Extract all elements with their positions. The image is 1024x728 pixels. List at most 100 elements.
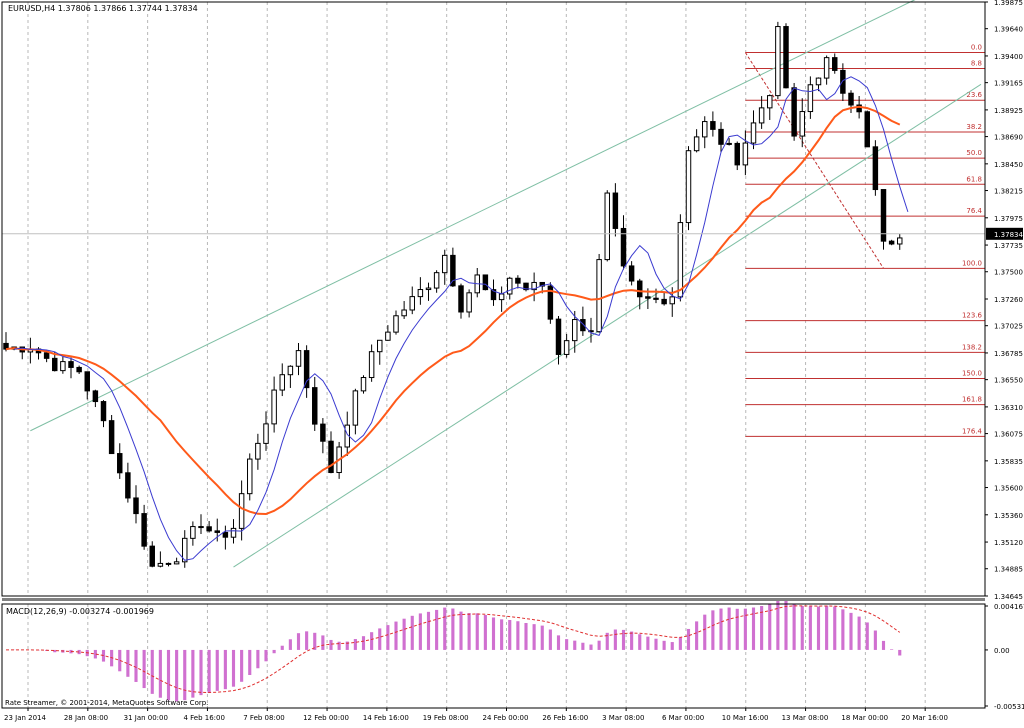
symbol-info: EURUSD,H4 1.37806 1.37866 1.37744 1.3783… xyxy=(8,4,198,13)
candle-body xyxy=(572,319,578,342)
candle-body xyxy=(60,361,66,372)
time-axis-label: 4 Feb 16:00 xyxy=(183,714,224,722)
time-axis-label: 19 Feb 08:00 xyxy=(423,714,469,722)
time-axis-label: 26 Feb 16:00 xyxy=(542,714,588,722)
moving-averages xyxy=(5,76,909,561)
candle-body xyxy=(92,390,99,403)
channel-lower-line xyxy=(233,83,982,568)
candle-body xyxy=(555,318,562,355)
candle-body xyxy=(458,285,464,313)
candle-body xyxy=(303,350,310,389)
candle-body xyxy=(783,26,789,89)
candle-body xyxy=(141,513,147,547)
price-axis-label: 1.39640 xyxy=(994,26,1023,34)
candle-body xyxy=(450,254,456,287)
candle-body xyxy=(718,128,724,145)
price-axis-label: 1.38450 xyxy=(994,161,1023,169)
macd-axis-label: 0.00 xyxy=(994,647,1010,655)
candle-body xyxy=(133,497,139,515)
candle-body xyxy=(3,342,9,350)
price-axis-label: 1.35600 xyxy=(994,485,1023,493)
candle-body xyxy=(279,374,285,391)
candle-body xyxy=(263,423,269,444)
candle-body xyxy=(897,237,903,245)
time-axis-label: 12 Feb 00:00 xyxy=(303,714,349,722)
candle-body xyxy=(368,351,375,379)
fibo-level-label: 161.8 xyxy=(962,396,982,404)
candle-body xyxy=(222,531,229,538)
price-axis-label: 1.35835 xyxy=(994,458,1023,466)
window-separator xyxy=(2,598,985,601)
fibo-level-label: 38.2 xyxy=(966,123,982,131)
fibo-level-label: 23.6 xyxy=(966,91,982,99)
candle-body xyxy=(856,104,862,113)
candle-body xyxy=(832,57,838,71)
price-channel[interactable] xyxy=(30,0,982,568)
candle-body xyxy=(677,222,684,298)
candle-body xyxy=(531,281,537,291)
candle-body xyxy=(515,277,521,284)
price-axis-label: 1.39165 xyxy=(994,80,1023,88)
candle-body xyxy=(157,562,164,567)
candle-body xyxy=(117,453,123,474)
fibo-level-label: 8.8 xyxy=(971,59,982,67)
candle-body xyxy=(295,350,302,367)
current-price-label: 1.37834 xyxy=(994,231,1023,239)
candle-body xyxy=(149,545,155,567)
price-axis-label: 1.37025 xyxy=(994,323,1023,331)
candle-body xyxy=(888,240,895,245)
candle-body xyxy=(247,458,253,495)
candle-body xyxy=(198,526,204,529)
macd-frame xyxy=(1,603,986,709)
time-axis-label: 20 Mar 16:00 xyxy=(901,714,948,722)
time-axis-label: 6 Mar 00:00 xyxy=(662,714,704,722)
fibo-level-label: 0.0 xyxy=(971,44,982,52)
candle-body xyxy=(637,280,643,298)
price-axis-label: 1.37500 xyxy=(994,269,1023,277)
candle-body xyxy=(563,340,570,355)
candle-body xyxy=(433,272,440,289)
candle-body xyxy=(726,142,732,145)
price-axis-label: 1.34885 xyxy=(994,566,1023,574)
candle-body xyxy=(320,423,326,442)
candle-body xyxy=(750,122,757,144)
candle-body xyxy=(767,95,773,109)
macd-subwindow[interactable] xyxy=(6,598,902,702)
fibo-level-label: 176.4 xyxy=(962,427,983,435)
candle-body xyxy=(287,365,294,376)
candle-body xyxy=(425,287,432,291)
channel-upper-line xyxy=(30,0,916,432)
candle-body xyxy=(775,26,781,97)
price-axis-label: 1.38690 xyxy=(994,134,1023,142)
candle-body xyxy=(588,330,594,333)
candle-body xyxy=(401,309,407,317)
candle-body xyxy=(685,150,692,224)
candle-body xyxy=(872,146,879,191)
candle-body xyxy=(108,420,115,455)
time-axis-label: 3 Mar 08:00 xyxy=(602,714,644,722)
candle-body xyxy=(702,121,708,138)
candle-body xyxy=(742,142,749,166)
price-axis-label: 1.39400 xyxy=(994,53,1023,61)
candle-body xyxy=(758,107,765,124)
price-axis-label: 1.37975 xyxy=(994,215,1023,223)
time-axis-label: 31 Jan 00:00 xyxy=(124,714,168,722)
macd-label: MACD(12,26,9) -0.003274 -0.001969 xyxy=(6,607,154,616)
price-axis-label: 1.36075 xyxy=(994,431,1023,439)
fibo-level-label: 50.0 xyxy=(966,149,982,157)
candle-body xyxy=(612,192,619,229)
fibo-level-label: 61.8 xyxy=(966,175,982,183)
candle-body xyxy=(230,527,237,538)
price-axis-label: 1.35360 xyxy=(994,512,1023,520)
time-axis-label: 24 Feb 00:00 xyxy=(483,714,529,722)
time-axis-label: 13 Mar 08:00 xyxy=(782,714,829,722)
fibo-level-label: 100.0 xyxy=(962,259,982,267)
candle-body xyxy=(482,274,489,291)
candle-body xyxy=(547,285,554,320)
candle-body xyxy=(791,87,797,137)
grid xyxy=(27,2,926,708)
candle-body xyxy=(328,440,334,474)
